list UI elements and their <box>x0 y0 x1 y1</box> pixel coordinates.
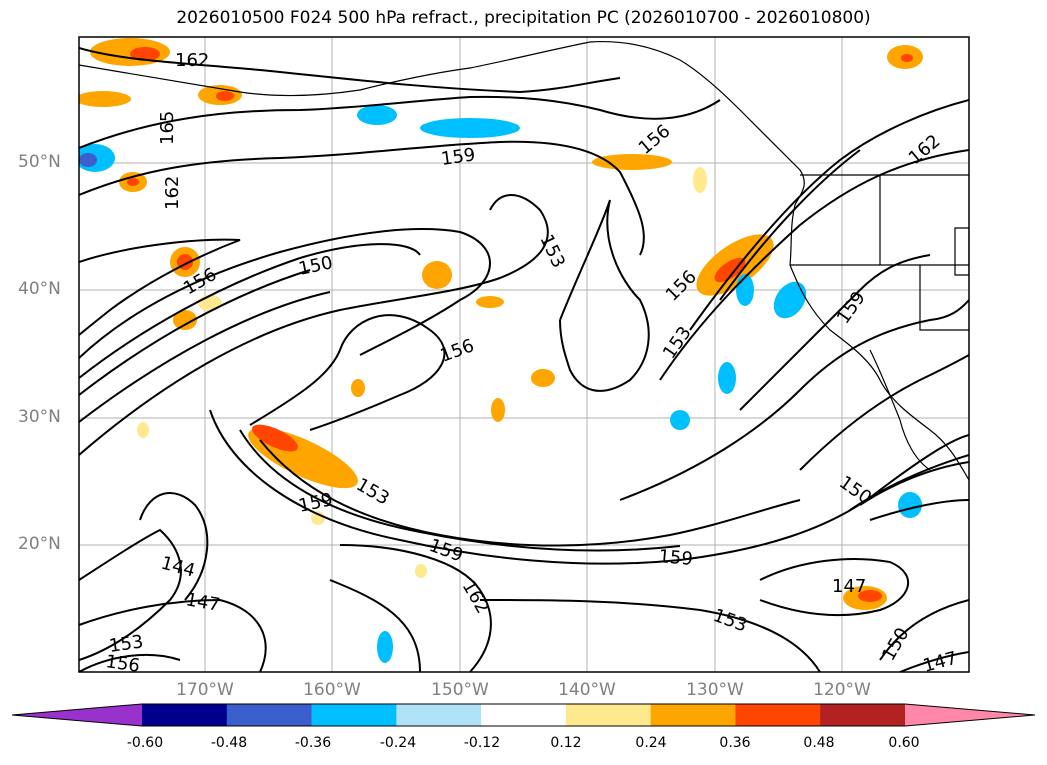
colorbar-segment <box>142 704 228 726</box>
colorbar-tick: -0.60 <box>126 735 164 751</box>
colorbar-segment <box>820 704 906 726</box>
lon-label-150w: 150°W <box>431 680 489 700</box>
colorbar-tick: 0.12 <box>550 735 582 751</box>
colorbar <box>11 703 1036 727</box>
contour-label: 162 <box>162 176 183 210</box>
lat-label-20n: 20°N <box>18 534 61 554</box>
colorbar-segment <box>565 704 652 726</box>
colorbar-segment <box>905 704 1035 726</box>
colorbar-segment <box>311 704 397 726</box>
lon-label-170w: 170°W <box>176 680 234 700</box>
contour-label: 159 <box>440 144 477 170</box>
colorbar-segment <box>735 704 821 726</box>
colorbar-tick: 0.48 <box>803 735 835 751</box>
contour-label: 162 <box>458 577 493 617</box>
contour-label: 150 <box>835 472 875 509</box>
lat-label-40n: 40°N <box>18 279 61 299</box>
contour-label: 156 <box>662 266 701 305</box>
contour-label: 162 <box>175 50 209 71</box>
lat-label-30n: 30°N <box>18 407 61 427</box>
lon-label-120w: 120°W <box>813 680 871 700</box>
lon-label-130w: 130°W <box>686 680 744 700</box>
contour-label: 159 <box>297 489 335 517</box>
map-border <box>78 36 970 673</box>
map-title: 2026010500 F024 500 hPa refract., precip… <box>176 8 871 28</box>
contour-label: 156 <box>635 121 675 159</box>
contour-label: 159 <box>658 546 694 570</box>
lon-label-140w: 140°W <box>558 680 616 700</box>
colorbar-tick: 0.60 <box>888 735 920 751</box>
contour-label: 153 <box>710 605 749 636</box>
contour-label: 165 <box>157 111 178 145</box>
contour-label: 156 <box>438 335 477 366</box>
colorbar-segment <box>650 704 736 726</box>
contour-label: 159 <box>833 288 870 328</box>
colorbar-tick: 0.36 <box>719 735 751 751</box>
colorbar-segment <box>396 704 482 726</box>
coastlines <box>79 41 969 481</box>
colorbar-tick: -0.12 <box>463 735 501 751</box>
contour-label: 153 <box>353 474 393 509</box>
lon-label-160w: 160°W <box>303 680 361 700</box>
lat-label-50n: 50°N <box>18 152 61 172</box>
colorbar-segment <box>12 704 142 726</box>
colorbar-segment <box>226 704 313 726</box>
colorbar-tick: -0.36 <box>294 735 332 751</box>
contour-label: 153 <box>108 631 145 657</box>
contour-lines <box>79 47 969 672</box>
colorbar-tick: -0.48 <box>210 735 248 751</box>
contour-label: 147 <box>184 589 221 616</box>
colorbar-tick: 0.24 <box>635 735 667 751</box>
colorbar-segment <box>481 704 567 726</box>
contour-label: 156 <box>104 651 141 677</box>
colorbar-outline <box>11 703 1036 727</box>
contour-label: 147 <box>832 576 866 597</box>
contour-label: 144 <box>159 553 198 582</box>
colorbar-tick: -0.24 <box>379 735 417 751</box>
